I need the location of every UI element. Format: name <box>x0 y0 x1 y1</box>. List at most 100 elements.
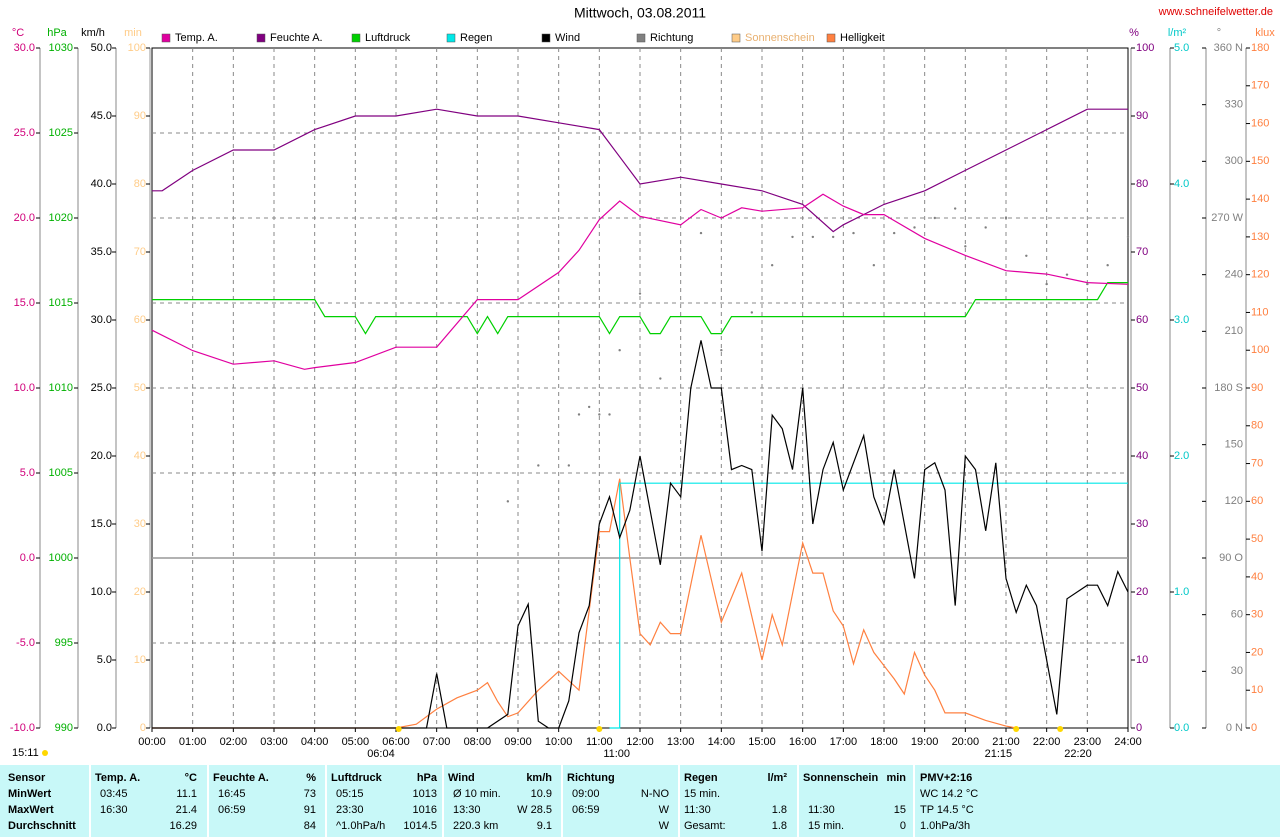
direction-dot <box>567 464 571 467</box>
table-cell: 15 min. <box>808 820 844 832</box>
x-tick-label: 02:00 <box>220 736 248 748</box>
table-cell: Gesamt: <box>684 820 726 832</box>
y-tick-label: 330 <box>1225 99 1243 111</box>
y-tick-label: 270 W <box>1211 212 1243 224</box>
table-cell: TP 14.5 °C <box>920 804 974 816</box>
y-tick-label: 20 <box>134 586 146 598</box>
table-header: Temp. A. <box>95 772 140 784</box>
y-tick-label: 30.0 <box>91 314 112 326</box>
direction-dot <box>1045 282 1048 286</box>
y-tick-label: 1025 <box>49 127 73 139</box>
legend-label: Sonnenschein <box>745 32 815 44</box>
event-label: 06:04 <box>367 748 395 760</box>
x-tick-label: 22:00 <box>1033 736 1061 748</box>
y-tick-label: 70 <box>134 246 146 258</box>
legend-swatch <box>826 33 836 43</box>
table-header: Regen <box>684 772 718 784</box>
y-tick-label: 30 <box>134 518 146 530</box>
direction-dot <box>750 311 754 314</box>
direction-dot <box>506 500 510 503</box>
y-tick-label: 50 <box>1136 382 1148 394</box>
table-header: Wind <box>448 772 475 784</box>
direction-dot <box>598 413 601 416</box>
x-tick-label: 19:00 <box>911 736 939 748</box>
table-cell: 84 <box>304 820 316 832</box>
table-cell: 1014.5 <box>403 820 437 832</box>
legend-label: Helligkeit <box>840 32 885 44</box>
x-tick-label: 12:00 <box>626 736 654 748</box>
series-line <box>152 340 1129 729</box>
event-label: 22:20 <box>1064 748 1092 760</box>
y-tick-label: 0.0 <box>97 722 112 734</box>
x-tick-label: 17:00 <box>830 736 858 748</box>
y-tick-label: 5.0 <box>20 467 35 479</box>
table-cell: 16:30 <box>100 804 128 816</box>
x-tick-label: 14:00 <box>708 736 736 748</box>
direction-dot <box>852 231 855 235</box>
y-tick-label: 60 <box>1136 314 1148 326</box>
y-tick-label: 180 <box>1251 42 1269 54</box>
row-label: Durchschnitt <box>8 820 76 832</box>
y-tick-label: 30 <box>1251 609 1263 621</box>
direction-dot <box>984 226 987 229</box>
axis-title: ° <box>1217 27 1221 39</box>
table-header: Feuchte A. <box>213 772 269 784</box>
table-header: hPa <box>417 772 438 784</box>
table-header: Sonnenschein <box>803 772 878 784</box>
table-cell: 73 <box>304 788 316 800</box>
legend-swatch <box>636 33 646 43</box>
y-tick-label: 35.0 <box>91 246 112 258</box>
table-cell: 03:45 <box>100 788 128 800</box>
y-tick-label: 80 <box>1136 178 1148 190</box>
table-cell: ^1.0hPa/h <box>336 820 385 832</box>
direction-dot <box>618 349 621 352</box>
table-header: Richtung <box>567 772 615 784</box>
y-tick-label: 150 <box>1251 155 1269 167</box>
table-background <box>0 765 1280 837</box>
y-tick-label: 50.0 <box>91 42 112 54</box>
legend-swatch <box>161 33 171 43</box>
y-tick-label: 0.0 <box>20 552 35 564</box>
x-tick-label: 05:00 <box>342 736 370 748</box>
series-line <box>609 482 1128 729</box>
y-tick-label: 0 <box>140 722 146 734</box>
y-tick-label: 60 <box>134 314 146 326</box>
legend-label: Feuchte A. <box>270 32 323 44</box>
y-tick-label: 210 <box>1225 325 1243 337</box>
y-tick-label: 30.0 <box>14 42 35 54</box>
table-cell: 11:30 <box>808 804 835 816</box>
y-tick-label: 50 <box>1251 533 1263 545</box>
y-tick-label: 170 <box>1251 80 1269 92</box>
updated-time: 15:11 <box>12 747 39 759</box>
legend-swatch <box>541 33 551 43</box>
event-marker <box>395 726 402 732</box>
axis-title: min <box>124 27 142 39</box>
x-tick-label: 00:00 <box>138 736 166 748</box>
axis-title: % <box>1129 27 1139 39</box>
table-cell: 21.4 <box>176 804 197 816</box>
table-cell: 05:15 <box>336 788 364 800</box>
x-tick-label: 06:00 <box>382 736 410 748</box>
series-line <box>152 282 1128 335</box>
y-tick-label: 995 <box>55 637 73 649</box>
y-tick-label: 120 <box>1225 495 1243 507</box>
x-tick-label: 03:00 <box>260 736 288 748</box>
y-tick-label: 90 <box>134 110 146 122</box>
x-tick-label: 16:00 <box>789 736 817 748</box>
axis-title: km/h <box>81 27 105 39</box>
direction-dot <box>933 216 937 220</box>
table-cell: 0 <box>900 820 906 832</box>
table-cell: 06:59 <box>572 804 600 816</box>
y-tick-label: 40 <box>1136 450 1148 462</box>
chart-title: Mittwoch, 03.08.2011 <box>574 5 706 21</box>
table-header: Luftdruck <box>331 772 383 784</box>
y-tick-label: 10 <box>1251 684 1263 696</box>
table-cell: 13:30 <box>453 804 481 816</box>
table-header: PMV+2:16 <box>920 772 972 784</box>
series-line <box>152 108 1128 233</box>
table-cell: 15 <box>894 804 906 816</box>
y-tick-label: 990 <box>55 722 73 734</box>
y-tick-label: 3.0 <box>1174 314 1189 326</box>
legend-label: Temp. A. <box>175 32 218 44</box>
